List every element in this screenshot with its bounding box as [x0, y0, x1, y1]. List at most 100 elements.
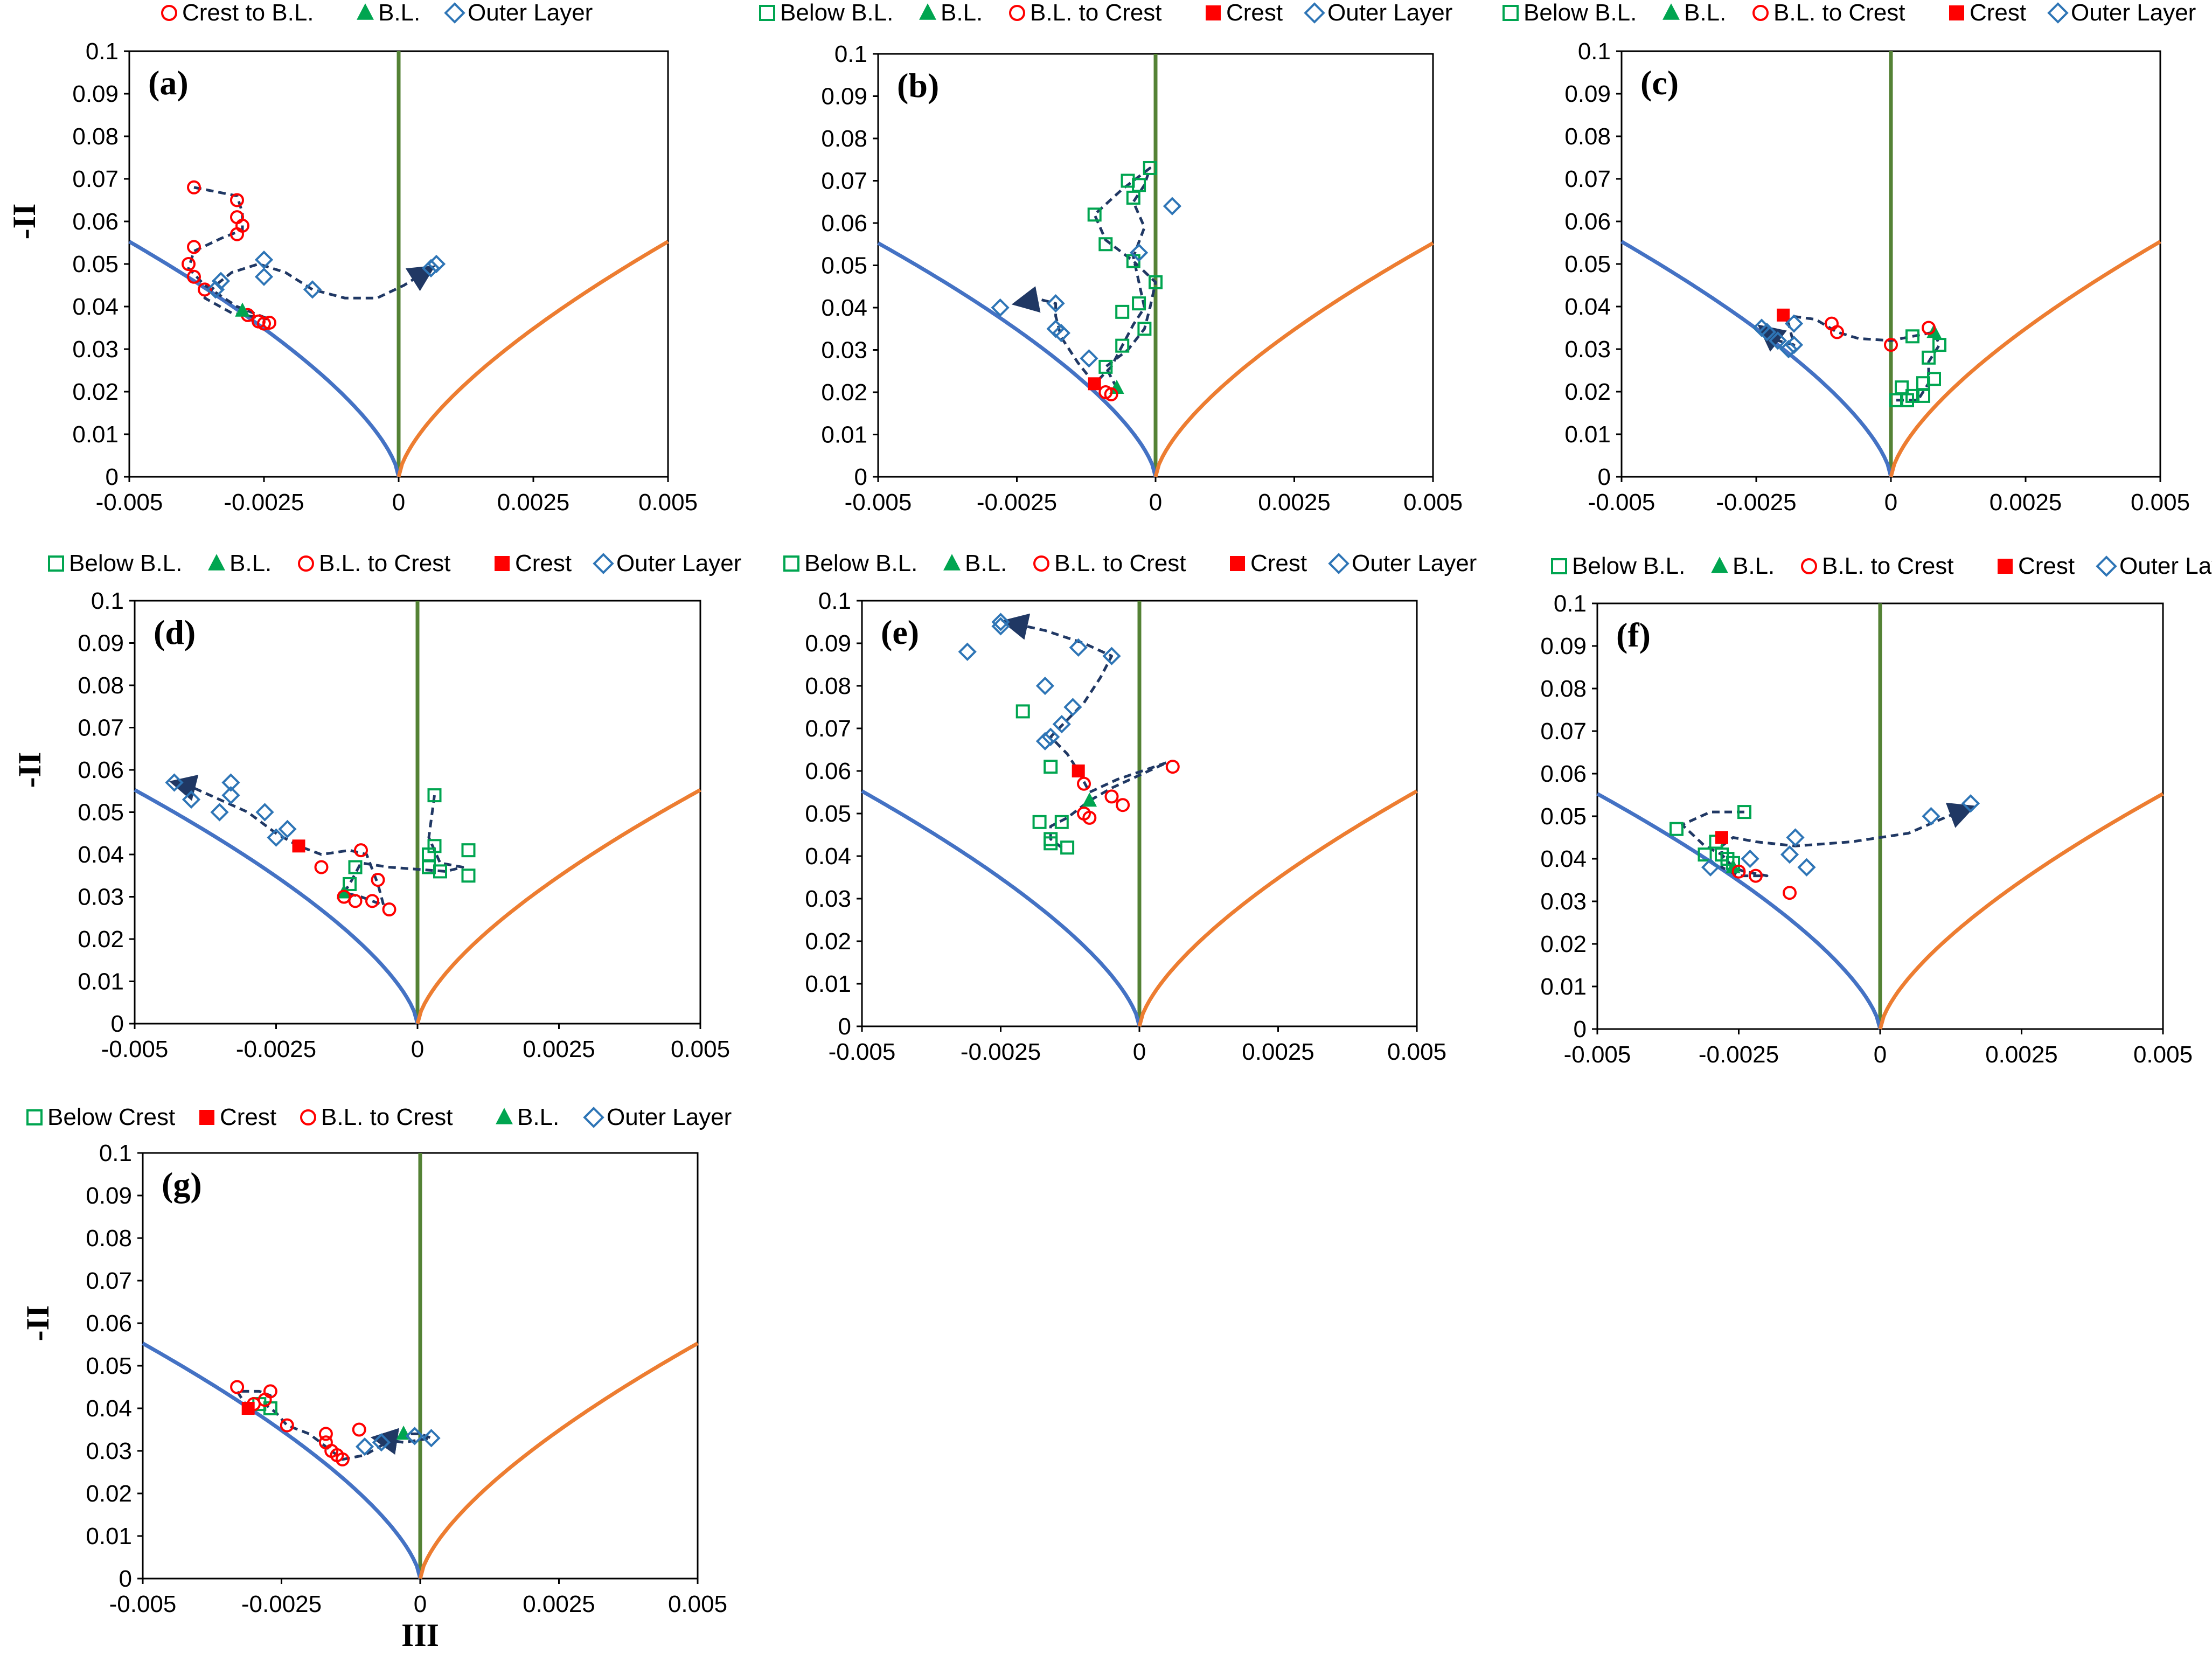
point-bl-to-crest	[1731, 864, 1746, 879]
y-tick-label: 0.02	[1564, 379, 1611, 405]
panels-container: 0 0.01 0.02 0.03 0.04 0.05 0.06 0.07 0.08 0.09 0.1…	[6, 0, 2212, 1653]
y-tick-label: 0.1	[1578, 38, 1611, 65]
legend-label: Outer Layer	[1327, 0, 1452, 26]
point-outer	[165, 773, 184, 792]
legend-label: B.L. to Crest	[1054, 550, 1186, 576]
x-tick-label: -0.005	[101, 1036, 169, 1062]
y-tick-label: 0.02	[821, 379, 867, 406]
point-below	[1015, 704, 1030, 719]
point-bl-to-crest	[280, 1418, 294, 1433]
point-bl-to-crest	[1104, 387, 1118, 401]
y-tick-label: 0.06	[86, 1310, 132, 1337]
point-below	[1126, 190, 1140, 205]
x-tick-label: 0	[411, 1036, 424, 1062]
y-tick-label: 0.05	[805, 801, 851, 827]
panel-label: (c)	[1640, 64, 1679, 102]
legend: Below B.L. B.L. B.L. to Crest Crest Outer La…	[759, 0, 1452, 26]
y-tick-label: 0.05	[86, 1353, 132, 1379]
y-tick-label: 0.09	[821, 84, 867, 110]
point-bl-to-crest	[348, 894, 363, 908]
x-tick-label: 0.0025	[1985, 1041, 2058, 1068]
y-tick-label: 0.06	[78, 757, 124, 783]
invariant-curve-left	[134, 788, 420, 1024]
legend-label: Outer Layer	[616, 550, 741, 576]
point-crest	[292, 839, 305, 853]
x-tick-label: 0.005	[1403, 489, 1463, 516]
point-outer	[221, 786, 240, 805]
point-outer	[255, 803, 274, 822]
invariant-curve-right	[1878, 792, 2164, 1030]
legend-marker-below	[783, 555, 799, 572]
invariant-curve-right	[1889, 240, 2161, 477]
y-tick-label: 0.01	[805, 971, 851, 997]
y-tick-label: 0.1	[99, 1140, 132, 1166]
y-tick-label: 0.04	[78, 842, 124, 868]
point-outer	[1069, 638, 1088, 657]
point-outer	[1046, 294, 1065, 313]
point-outer	[1035, 676, 1055, 696]
x-tick-label: 0.005	[1387, 1039, 1446, 1065]
legend-marker-outer	[1328, 553, 1350, 574]
x-tick-label: -0.0025	[1699, 1041, 1779, 1068]
point-outer	[422, 1429, 441, 1448]
point-crest	[1072, 765, 1085, 777]
point-below	[1087, 207, 1102, 222]
trajectory-path	[169, 774, 464, 907]
legend-marker-bl	[1711, 557, 1728, 573]
point-outer	[1797, 858, 1816, 877]
y-tick-label: 0.02	[72, 379, 119, 405]
y-tick-label: 0.1	[86, 38, 119, 65]
y-tick-label: 0	[106, 464, 119, 490]
y-tick-label: 0.01	[86, 1523, 132, 1549]
y-tick-label: 0	[838, 1013, 851, 1040]
legend-marker-crest	[495, 556, 510, 571]
panel-label: (a)	[148, 64, 189, 102]
y-tick-label: 0.03	[1540, 888, 1587, 915]
y-tick-label: 0.03	[72, 336, 119, 363]
legend-marker-bl	[919, 3, 936, 20]
point-crest	[1777, 308, 1790, 322]
y-axis-title: -II	[6, 204, 42, 240]
legend-label: B.L.	[941, 0, 983, 26]
x-tick-label: 0.0025	[523, 1591, 595, 1617]
legend-label: Outer Layer	[468, 0, 593, 26]
x-tick-label: -0.0025	[224, 489, 304, 516]
legend-label: Outer Layer	[2071, 0, 2196, 26]
y-tick-label: 0.05	[78, 800, 124, 826]
invariant-curve-left	[1620, 240, 1893, 477]
invariant-curve-left	[142, 1342, 422, 1579]
point-bl-to-crest	[382, 902, 397, 917]
point-outer	[1129, 243, 1149, 262]
legend-label: B.L.	[1733, 553, 1775, 579]
y-tick-label: 0.04	[821, 295, 867, 321]
point-bl	[1082, 792, 1097, 807]
x-tick-label: 0	[392, 489, 405, 516]
point-outer	[1052, 714, 1071, 734]
point-outer	[211, 272, 231, 290]
y-tick-label: 0	[1574, 1016, 1587, 1043]
point-outer	[1922, 807, 1940, 826]
panel-c: 0 0.01 0.02 0.03 0.04 0.05 0.06 0.07 0.08 0.09 0.1…	[1503, 0, 2196, 516]
point-below	[343, 877, 357, 891]
point-outer	[278, 819, 297, 839]
legend-marker-bl-to-crest	[161, 5, 177, 21]
panel-label: (f)	[1616, 616, 1651, 654]
point-bl-to-crest	[1104, 789, 1119, 804]
y-tick-label: 0.05	[1564, 251, 1611, 277]
x-tick-label: 0.0025	[523, 1036, 595, 1062]
legend-marker-bl-to-crest	[1033, 555, 1049, 572]
invariant-curve-right	[1137, 789, 1418, 1027]
point-bl-to-crest	[365, 894, 379, 908]
legend: Below Crest Crest B.L. to Crest B.L. Outer L…	[26, 1104, 732, 1130]
legend-label: Crest	[1250, 550, 1307, 576]
legend-label: Crest	[2018, 553, 2075, 579]
point-bl-to-crest	[182, 257, 196, 271]
point-outer	[427, 254, 446, 274]
y-tick-label: 0.07	[805, 715, 851, 742]
point-outer	[267, 828, 286, 847]
point-bl-to-crest	[318, 1427, 333, 1441]
point-below	[1932, 338, 1946, 352]
x-tick-label: -0.0025	[236, 1036, 316, 1062]
point-outer	[1063, 698, 1082, 717]
y-tick-label: 0.08	[72, 123, 119, 150]
